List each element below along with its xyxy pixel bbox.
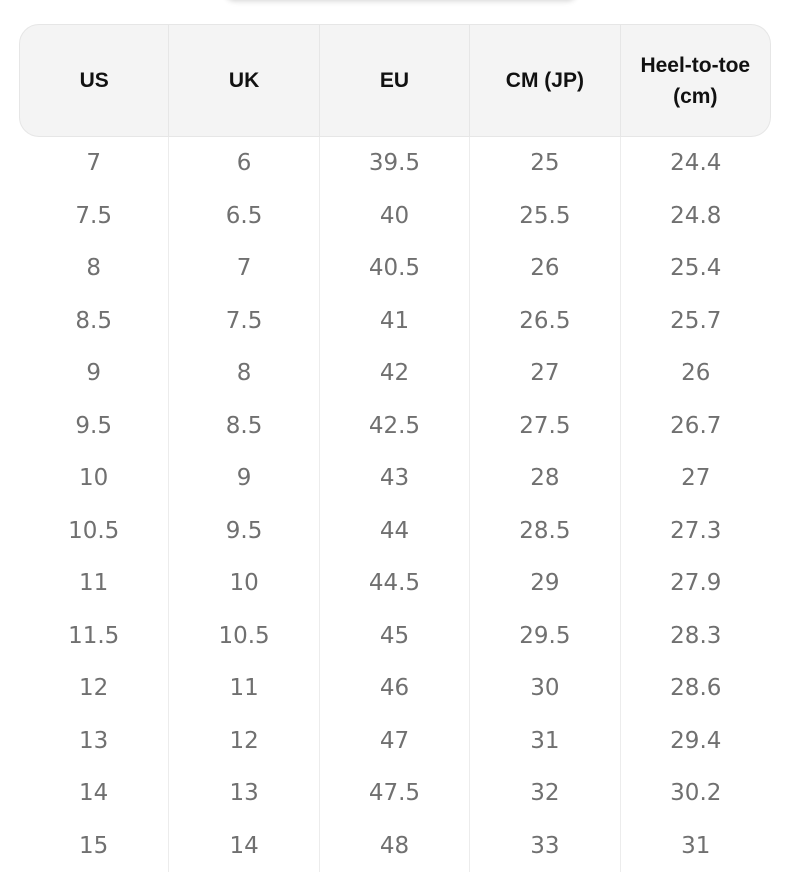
cell-us: 9 (19, 347, 170, 400)
cell-us: 7.5 (19, 189, 170, 242)
table-row: 13 12 47 31 29.4 (19, 714, 771, 767)
cell-uk: 9 (169, 452, 320, 505)
table-row: 8 7 40.5 26 25.4 (19, 242, 771, 295)
cell-heel-to-toe: 24.8 (670, 202, 722, 229)
table-row: 7 6 39.5 25 24.4 (19, 137, 771, 190)
cell-uk: 11 (169, 662, 320, 715)
table-row: 11 10 44.5 29 27.9 (19, 557, 771, 610)
cell-heel-to-toe: 27.9 (670, 570, 722, 597)
cell-heel-to-toe: 25.4 (670, 255, 722, 282)
cell-uk: 7.5 (169, 294, 320, 347)
cell-eu: 48 (320, 819, 471, 872)
cell-us: 10.5 (19, 504, 170, 557)
table-row: 10.5 9.5 44 28.5 27.3 (19, 504, 771, 557)
column-header-uk: UK (169, 24, 320, 137)
table-row: 15 14 48 33 31 (19, 819, 771, 872)
column-header-cm-jp: CM (JP) (470, 24, 621, 137)
cell-us: 8.5 (19, 294, 170, 347)
cell-uk: 13 (169, 767, 320, 820)
cell-cm-jp: 28 (470, 452, 621, 505)
cell-uk: 10 (169, 557, 320, 610)
table-header: US UK EU CM (JP) Heel-to-toe (cm) (19, 24, 771, 137)
cell-cm-jp: 30 (470, 662, 621, 715)
cell-cm-jp: 26 (470, 242, 621, 295)
header-row: US UK EU CM (JP) Heel-to-toe (cm) (19, 24, 771, 137)
cell-eu: 40.5 (320, 242, 471, 295)
cell-us: 8 (19, 242, 170, 295)
cell-cm-jp: 26.5 (470, 294, 621, 347)
size-table: US UK EU CM (JP) Heel-to-toe (cm) 7 6 39.5… (19, 24, 771, 872)
cell-us: 10 (19, 452, 170, 505)
cell-cm-jp: 27 (470, 347, 621, 400)
cell-eu: 43 (320, 452, 471, 505)
cell-us: 7 (19, 137, 170, 190)
table-row: 12 11 46 30 28.6 (19, 662, 771, 715)
cell-eu: 47.5 (320, 767, 471, 820)
cell-heel-to-toe: 28.6 (670, 675, 722, 702)
cell-uk: 6.5 (169, 189, 320, 242)
size-chart: US UK EU CM (JP) Heel-to-toe (cm) 7 6 39.5… (19, 24, 771, 872)
table-row: 9 8 42 27 26 (19, 347, 771, 400)
cell-us: 13 (19, 714, 170, 767)
cell-eu: 39.5 (320, 137, 471, 190)
table-row: 10 9 43 28 27 (19, 452, 771, 505)
column-header-us: US (19, 24, 170, 137)
cell-heel-to-toe: 30.2 (670, 780, 722, 807)
table-row: 14 13 47.5 32 30.2 (19, 767, 771, 820)
cell-heel-to-toe: 28.3 (670, 622, 722, 649)
cell-eu: 42 (320, 347, 471, 400)
cell-cm-jp: 29 (470, 557, 621, 610)
cell-cm-jp: 27.5 (470, 399, 621, 452)
table-body: 7 6 39.5 25 24.4 7.5 6.5 40 25.5 24.8 8 7 40.5 26 25.4… (19, 137, 771, 872)
cell-heel-to-toe: 25.7 (670, 307, 722, 334)
cell-eu: 41 (320, 294, 471, 347)
cell-eu: 44 (320, 504, 471, 557)
cell-uk: 12 (169, 714, 320, 767)
cell-us: 11 (19, 557, 170, 610)
cell-uk: 10.5 (169, 609, 320, 662)
cell-cm-jp: 32 (470, 767, 621, 820)
table-row: 9.5 8.5 42.5 27.5 26.7 (19, 399, 771, 452)
table-row: 7.5 6.5 40 25.5 24.8 (19, 189, 771, 242)
cell-uk: 9.5 (169, 504, 320, 557)
cell-heel-to-toe: 26.7 (670, 412, 722, 439)
cell-uk: 6 (169, 137, 320, 190)
cell-heel-to-toe: 27 (681, 465, 711, 492)
cell-uk: 8.5 (169, 399, 320, 452)
cell-uk: 7 (169, 242, 320, 295)
cell-cm-jp: 25 (470, 137, 621, 190)
cell-heel-to-toe: 31 (681, 832, 711, 859)
cell-eu: 45 (320, 609, 471, 662)
cell-us: 9.5 (19, 399, 170, 452)
cell-cm-jp: 25.5 (470, 189, 621, 242)
cell-cm-jp: 31 (470, 714, 621, 767)
cell-heel-to-toe: 29.4 (670, 727, 722, 754)
cell-eu: 44.5 (320, 557, 471, 610)
cell-us: 11.5 (19, 609, 170, 662)
cell-eu: 47 (320, 714, 471, 767)
cell-us: 12 (19, 662, 170, 715)
cell-us: 14 (19, 767, 170, 820)
cell-us: 15 (19, 819, 170, 872)
column-header-heel-to-toe: Heel-to-toe (cm) (620, 24, 771, 137)
table-row: 8.5 7.5 41 26.5 25.7 (19, 294, 771, 347)
cell-eu: 42.5 (320, 399, 471, 452)
cell-uk: 8 (169, 347, 320, 400)
cell-heel-to-toe: 26 (681, 360, 711, 387)
table-row: 11.5 10.5 45 29.5 28.3 (19, 609, 771, 662)
cell-eu: 40 (320, 189, 471, 242)
cell-cm-jp: 33 (470, 819, 621, 872)
cell-cm-jp: 29.5 (470, 609, 621, 662)
cell-uk: 14 (169, 819, 320, 872)
cell-cm-jp: 28.5 (470, 504, 621, 557)
cell-heel-to-toe: 27.3 (670, 517, 722, 544)
column-header-eu: EU (319, 24, 471, 137)
cell-heel-to-toe: 24.4 (670, 150, 722, 177)
cell-eu: 46 (320, 662, 471, 715)
